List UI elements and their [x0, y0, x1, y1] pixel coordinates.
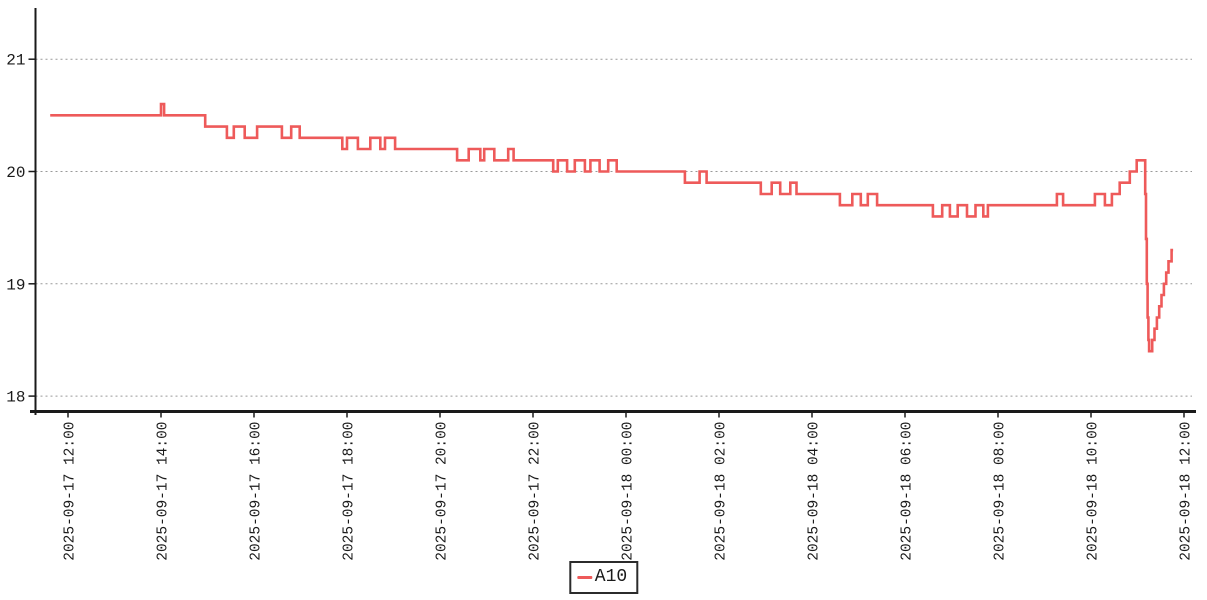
x-tick-label: 2025-09-17 14:00: [156, 422, 172, 561]
legend-label: A10: [594, 567, 628, 587]
gridlines: [35, 58, 1192, 397]
legend-line-marker: [576, 576, 592, 580]
x-tick-label: 2025-09-17 20:00: [435, 422, 451, 561]
x-tick-label: 2025-09-17 16:00: [249, 422, 265, 561]
x-tick-label: 2025-09-18 08:00: [993, 422, 1009, 561]
x-axis: [30, 410, 1196, 418]
legend[interactable]: A10: [568, 561, 639, 595]
x-tick-label: 2025-09-18 02:00: [714, 422, 730, 561]
series-path-A10: [50, 102, 1174, 353]
y-tick-label: 20: [6, 164, 25, 182]
y-tick-label: 19: [6, 276, 25, 294]
x-tick-label: 2025-09-17 22:00: [528, 422, 544, 561]
x-tick-label: 2025-09-18 12:00: [1179, 422, 1195, 561]
x-tick-label: 2025-09-18 00:00: [621, 422, 637, 561]
x-tick-labels: 2025-09-17 12:00 2025-09-17 14:00 2025-09-…: [63, 422, 1195, 561]
x-tick-label: 2025-09-18 04:00: [807, 422, 823, 561]
series-line: [50, 102, 1174, 353]
x-tick-label: 2025-09-17 12:00: [63, 422, 79, 561]
y-tick-label: 21: [6, 52, 25, 70]
y-tick-labels: 18 19 20 21: [6, 52, 25, 407]
x-tick-label: 2025-09-18 06:00: [900, 422, 916, 561]
x-tick-label: 2025-09-17 18:00: [342, 422, 358, 561]
x-tick-label: 2025-09-18 10:00: [1086, 422, 1102, 561]
y-axis: [28, 8, 37, 415]
y-tick-label: 18: [6, 389, 25, 407]
